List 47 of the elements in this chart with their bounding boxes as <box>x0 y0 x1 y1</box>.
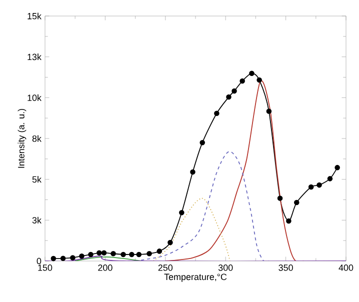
x-tick-label: 350 <box>278 264 293 271</box>
point <box>120 252 126 258</box>
x-tick-label: 250 <box>158 264 173 271</box>
point <box>316 182 322 188</box>
point <box>214 110 220 116</box>
point <box>249 70 254 76</box>
point <box>294 200 300 206</box>
y-tick-label: 8k <box>32 135 42 142</box>
point <box>101 250 107 256</box>
x-tick-label: 150 <box>38 264 52 271</box>
x-tick-label: 400 <box>338 264 354 271</box>
point <box>168 240 173 246</box>
point <box>60 256 66 262</box>
y-tick-label: 13k <box>28 54 42 60</box>
point <box>226 94 232 100</box>
point <box>327 176 333 182</box>
point <box>308 184 314 190</box>
point <box>179 210 184 216</box>
point <box>50 256 56 262</box>
point <box>266 108 272 114</box>
point <box>286 218 292 224</box>
y-tick-label: 0 <box>36 258 42 264</box>
point <box>146 251 152 256</box>
point <box>129 252 134 258</box>
point <box>88 252 94 258</box>
x-tick-label: 300 <box>218 264 233 271</box>
point <box>232 88 237 94</box>
y-tick-label: 5k <box>32 176 42 183</box>
y-axis-title: Intensity (a. u.) <box>18 108 26 168</box>
x-tick-label: 200 <box>98 264 112 271</box>
y-tick-label: 10k <box>28 94 42 101</box>
y-tick-label: 3k <box>32 216 42 224</box>
point <box>156 248 162 254</box>
y-tick-label: 15k <box>28 12 42 20</box>
point <box>334 164 340 170</box>
point <box>70 255 76 260</box>
point <box>240 78 245 84</box>
point <box>256 77 262 83</box>
point <box>277 196 283 201</box>
line-series <box>152 198 230 261</box>
point <box>136 252 142 258</box>
point <box>96 250 102 256</box>
point <box>200 140 206 146</box>
point <box>110 251 116 256</box>
x-axis-title: Temperature,°C <box>164 274 227 282</box>
point <box>79 253 84 259</box>
point <box>190 169 196 175</box>
